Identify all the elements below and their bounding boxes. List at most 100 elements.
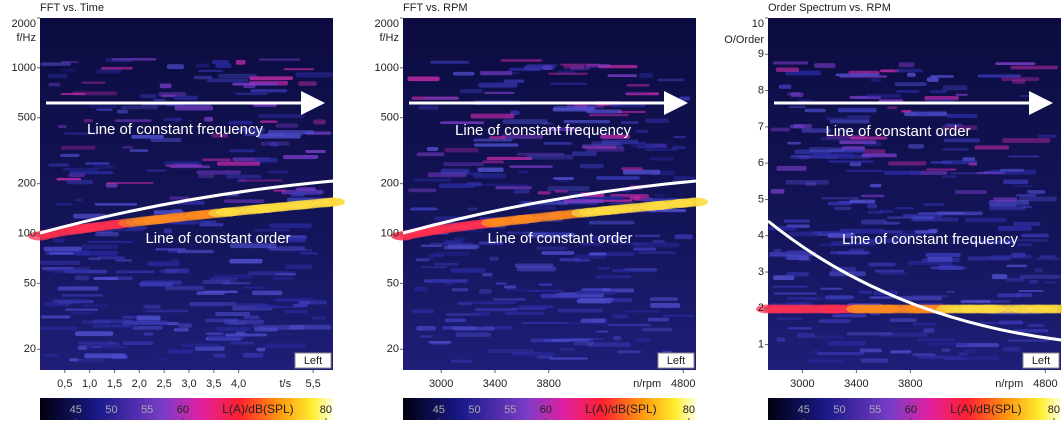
heatmap-texture bbox=[214, 237, 230, 241]
heatmap-texture bbox=[621, 167, 643, 171]
heatmap-texture bbox=[139, 94, 157, 99]
heatmap-texture bbox=[808, 147, 845, 153]
heatmap-texture bbox=[228, 321, 248, 326]
heatmap-texture bbox=[267, 170, 289, 174]
heatmap-texture bbox=[571, 151, 597, 156]
heatmap-texture bbox=[1036, 257, 1060, 261]
heatmap-texture bbox=[612, 314, 629, 319]
colorbar-label: L(A)/dB(SPL) bbox=[585, 402, 656, 416]
channel-label: Left bbox=[304, 355, 322, 367]
heatmap-texture bbox=[82, 304, 109, 307]
heatmap-texture bbox=[647, 317, 670, 322]
heatmap-texture bbox=[111, 58, 157, 61]
heatmap-texture bbox=[1013, 221, 1041, 226]
heatmap-texture bbox=[235, 59, 246, 65]
heatmap-texture bbox=[96, 68, 122, 74]
x-tick-label: 4800 bbox=[1033, 378, 1057, 390]
heatmap-texture bbox=[1002, 138, 1051, 143]
heatmap-texture bbox=[818, 319, 851, 323]
x-axis-label: n/rpm bbox=[995, 378, 1023, 390]
heatmap-texture bbox=[956, 343, 1000, 348]
heatmap-texture bbox=[785, 180, 829, 185]
heatmap-texture bbox=[999, 168, 1025, 172]
heatmap-texture bbox=[42, 354, 59, 357]
heatmap-texture bbox=[785, 250, 806, 255]
heatmap-texture bbox=[416, 152, 445, 157]
heatmap-texture bbox=[131, 135, 164, 139]
heatmap-texture bbox=[114, 119, 152, 122]
heatmap-texture bbox=[888, 161, 927, 166]
heatmap-texture bbox=[164, 268, 190, 274]
heatmap-texture bbox=[859, 348, 882, 353]
heatmap-texture bbox=[89, 104, 118, 109]
heatmap-texture bbox=[923, 328, 935, 333]
order-line bbox=[402, 179, 697, 235]
heatmap-texture bbox=[290, 192, 305, 197]
heatmap-texture bbox=[482, 160, 504, 164]
heatmap-texture bbox=[162, 117, 181, 122]
annotation: Line of constant order bbox=[145, 230, 290, 247]
heatmap-texture bbox=[941, 175, 957, 178]
heatmap-texture bbox=[825, 295, 854, 300]
heatmap-texture bbox=[636, 145, 645, 149]
heatmap-texture bbox=[963, 349, 976, 354]
heatmap-texture bbox=[860, 194, 885, 198]
heatmap-texture bbox=[121, 145, 134, 149]
heatmap-texture bbox=[563, 120, 611, 124]
heatmap-texture bbox=[625, 92, 660, 96]
heatmap-texture bbox=[537, 191, 551, 195]
heatmap-texture bbox=[586, 342, 631, 347]
heatmap-texture bbox=[48, 252, 74, 255]
heatmap-texture bbox=[106, 181, 154, 185]
heatmap-texture bbox=[557, 308, 604, 313]
heatmap-texture bbox=[473, 143, 519, 147]
heatmap-texture bbox=[516, 266, 557, 272]
annotation: Line of constant frequency bbox=[87, 121, 263, 138]
y-tick-label: 1000 bbox=[375, 62, 399, 74]
heatmap-texture bbox=[927, 341, 968, 346]
heatmap-texture bbox=[272, 277, 294, 280]
heatmap-texture bbox=[629, 195, 641, 200]
heatmap-texture bbox=[787, 327, 812, 330]
heatmap-texture bbox=[122, 341, 154, 346]
heatmap-texture bbox=[541, 122, 553, 125]
heatmap-texture bbox=[1031, 323, 1042, 327]
heatmap-texture bbox=[954, 190, 988, 195]
colorbar-tick-label: 50 bbox=[105, 404, 117, 416]
heatmap-texture bbox=[284, 309, 308, 314]
heatmap-texture bbox=[635, 337, 651, 342]
heatmap-texture bbox=[547, 127, 581, 132]
heatmap-texture bbox=[457, 301, 473, 306]
y-axis-label: f/Hz bbox=[16, 32, 36, 44]
heatmap-texture bbox=[869, 183, 882, 188]
heatmap-texture bbox=[776, 317, 802, 320]
heatmap-texture bbox=[644, 148, 678, 151]
heatmap-texture bbox=[283, 155, 319, 160]
colorbar-tick-label: 45 bbox=[433, 404, 445, 416]
y-tick-label: 20 bbox=[387, 343, 399, 355]
heatmap-texture bbox=[559, 258, 580, 262]
heatmap-texture bbox=[557, 179, 569, 183]
heatmap-texture bbox=[251, 290, 283, 296]
heatmap-texture bbox=[1005, 277, 1025, 282]
heatmap-texture bbox=[582, 145, 617, 149]
heatmap-texture bbox=[817, 351, 865, 356]
heatmap-texture bbox=[283, 68, 314, 71]
heatmap-texture bbox=[236, 303, 268, 306]
annotation: Line of constant frequency bbox=[842, 231, 1018, 248]
heatmap-texture bbox=[839, 228, 885, 234]
heatmap-texture bbox=[305, 150, 326, 154]
y-tick-label: 100 bbox=[18, 227, 36, 239]
heatmap-texture bbox=[607, 323, 652, 327]
heatmap-texture bbox=[674, 234, 693, 240]
heatmap-texture bbox=[1021, 233, 1050, 238]
heatmap-texture bbox=[478, 241, 504, 245]
heatmap-texture bbox=[521, 321, 568, 325]
heatmap-texture bbox=[943, 357, 968, 361]
heatmap-texture bbox=[52, 238, 65, 243]
heatmap-texture bbox=[976, 171, 1006, 175]
heatmap-texture bbox=[500, 59, 543, 62]
heatmap-texture bbox=[654, 193, 664, 198]
heatmap-texture bbox=[588, 252, 607, 256]
heatmap-texture bbox=[518, 170, 530, 174]
